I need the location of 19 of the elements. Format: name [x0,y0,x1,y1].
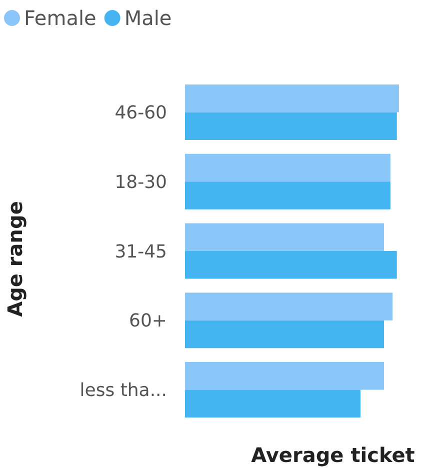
bar [185,84,399,112]
y-tick-label: 18-30 [114,172,167,193]
legend-label: Male [124,6,172,30]
y-axis-title: Age range [3,201,27,317]
bar [185,154,390,182]
y-tick-label: less tha... [80,380,167,402]
y-tick-label: 31-45 [114,241,167,262]
bar [185,251,397,279]
y-tick-label: 60+ [129,310,167,332]
bar [185,223,384,251]
bar [185,112,397,140]
bar [185,390,360,418]
x-axis-title: Average ticket [251,443,416,467]
y-tick-label: 46-60 [114,102,167,124]
bar [185,362,384,390]
legend-label: Female [24,6,96,30]
bar [185,320,384,348]
bar [185,292,393,320]
bar [185,182,390,210]
